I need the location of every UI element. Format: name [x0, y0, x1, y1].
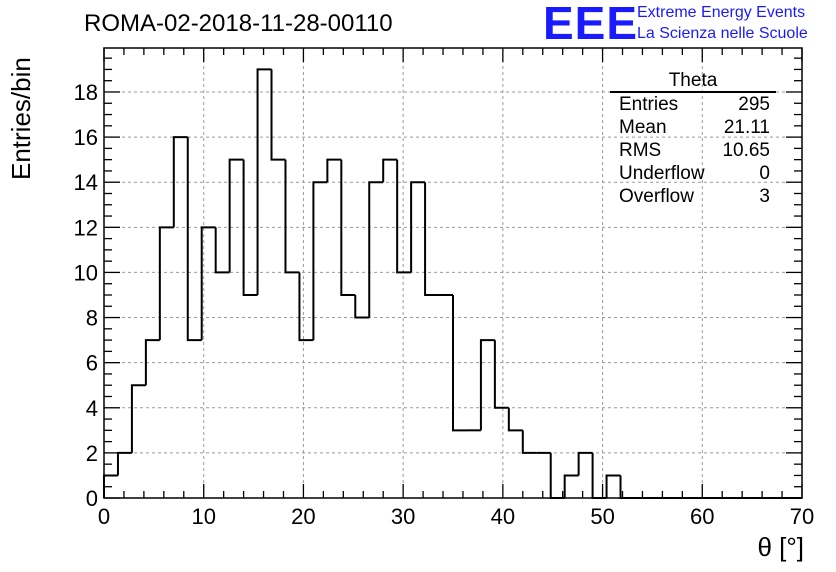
histogram-bin	[577, 451, 593, 476]
histogram-bin	[591, 452, 607, 499]
chart-title: ROMA-02-2018-11-28-00110	[84, 10, 393, 37]
stats-label: Underflow	[619, 163, 705, 184]
x-tick-label: 0	[98, 504, 110, 529]
x-tick-label: 70	[790, 504, 814, 529]
x-tick-label: 30	[391, 504, 415, 529]
stats-label: RMS	[619, 140, 662, 161]
y-tick-label: 6	[86, 351, 98, 376]
stats-label: Overflow	[619, 186, 694, 207]
y-tick-label: 18	[74, 80, 98, 105]
histogram-bin	[354, 294, 370, 319]
histogram-bin	[242, 159, 258, 296]
histogram-bin	[270, 69, 286, 161]
histogram-bin	[521, 430, 537, 454]
stats-row-overflow: Overflow 3	[610, 185, 776, 208]
histogram-bin	[214, 227, 230, 274]
histogram-bin	[493, 340, 509, 409]
histogram-bin	[172, 136, 188, 228]
histogram-bin	[256, 68, 272, 295]
stats-value: 0	[759, 163, 770, 184]
stats-row-underflow: Underflow 0	[610, 162, 776, 185]
stats-row-rms: RMS 10.65	[610, 139, 776, 162]
x-tick-label: 20	[291, 504, 315, 529]
histogram-bin	[368, 181, 384, 318]
stats-value: 10.65	[722, 140, 770, 161]
histogram-bin	[382, 158, 398, 183]
stats-box: Theta Entries 295 Mean 21.11 RMS 10.65 U…	[610, 70, 776, 208]
y-tick-label: 4	[86, 396, 98, 421]
histogram-bin	[424, 182, 440, 296]
histogram-bin	[605, 474, 621, 498]
x-axis-label: θ [°]	[757, 532, 804, 562]
histogram-bin	[158, 226, 174, 341]
histogram-bin	[452, 294, 467, 432]
histogram-bin	[144, 339, 160, 386]
x-tick-label: 50	[590, 504, 614, 529]
histogram-bin	[396, 159, 412, 274]
histogram-bin	[298, 272, 314, 342]
histogram-bin	[479, 339, 495, 431]
histogram-bin	[130, 384, 146, 453]
y-tick-label: 14	[74, 170, 98, 195]
y-tick-label: 8	[86, 306, 98, 331]
stats-title: Theta	[610, 70, 776, 93]
stats-value: 3	[759, 186, 770, 207]
histogram-bin	[312, 181, 328, 341]
y-tick-label: 10	[74, 260, 98, 285]
y-tick-label: 2	[86, 441, 98, 466]
y-tick-label: 12	[74, 215, 98, 240]
histogram-bin	[563, 474, 579, 498]
histogram-bin	[410, 181, 426, 273]
stats-label: Entries	[619, 94, 679, 115]
x-tick-label: 60	[690, 504, 714, 529]
eee-logo: EEE	[543, 0, 639, 49]
stats-label: Mean	[619, 117, 667, 138]
histogram-bin	[228, 158, 244, 273]
histogram-bin	[200, 226, 216, 341]
histogram-bin	[284, 159, 300, 274]
stats-value: 295	[738, 94, 770, 115]
stats-row-entries: Entries 295	[610, 93, 776, 116]
logo-line-2: La Scienza nelle Scuole	[637, 25, 808, 42]
stats-row-mean: Mean 21.11	[610, 116, 776, 139]
x-tick-label: 40	[491, 504, 515, 529]
x-tick-label: 10	[191, 504, 215, 529]
histogram-bin	[326, 158, 342, 183]
histogram-bin	[340, 159, 356, 296]
histogram-bin	[507, 407, 523, 432]
logo-line-1: Extreme Energy Events	[637, 4, 806, 21]
histogram-bin	[186, 137, 202, 342]
histogram-bin	[116, 451, 132, 476]
stats-value: 21.11	[723, 117, 770, 138]
y-tick-label: 0	[86, 486, 98, 511]
y-tick-label: 16	[74, 125, 98, 150]
y-axis-label: Entries/bin	[6, 57, 36, 180]
